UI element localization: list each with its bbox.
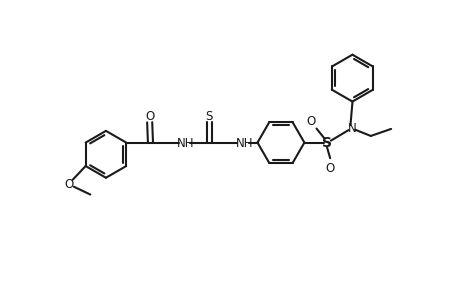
Text: O: O bbox=[65, 178, 74, 191]
Text: N: N bbox=[348, 122, 357, 135]
Text: S: S bbox=[322, 136, 332, 150]
Text: O: O bbox=[326, 162, 335, 175]
Text: NH: NH bbox=[177, 137, 194, 150]
Text: NH: NH bbox=[235, 137, 253, 150]
Text: O: O bbox=[145, 110, 154, 123]
Text: S: S bbox=[205, 110, 213, 123]
Text: O: O bbox=[306, 115, 315, 128]
